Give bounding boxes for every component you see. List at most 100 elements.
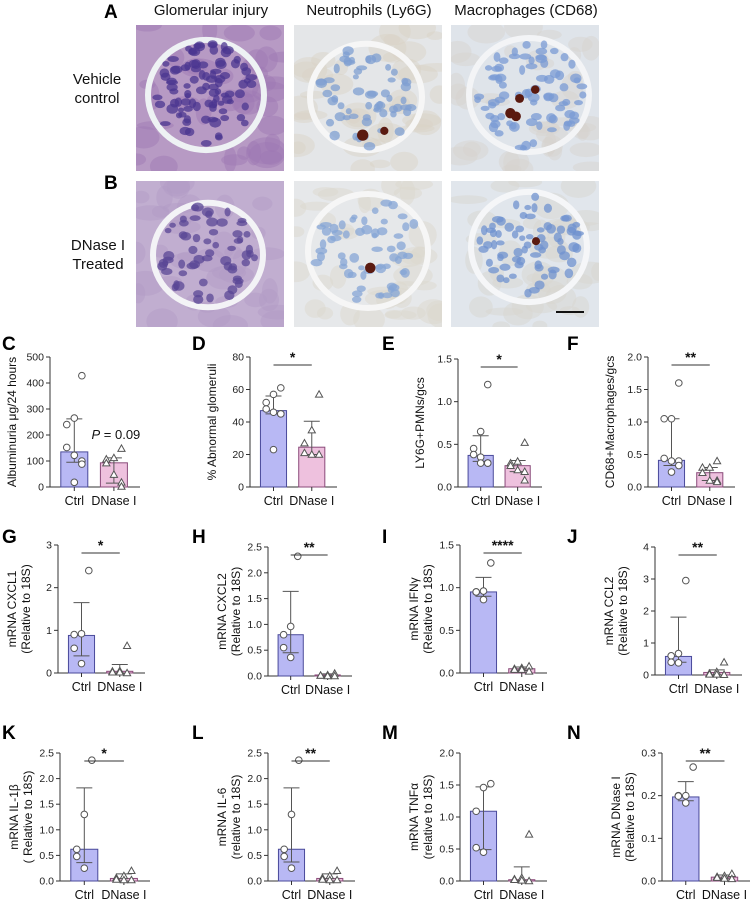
y-tick-label: 0.0 [247,671,262,683]
y-tick-label: 60 [232,384,244,396]
y-tick-label: 0.5 [247,645,262,657]
y-tick-label: 1.5 [439,540,454,552]
chart-k-il1b: K 0.0 0.5 1.0 1.5 2.0 2.5 mRNA IL-1β( Relative … [0,705,190,900]
panel-letter-e: E [382,334,395,355]
y-tick-label: 0.5 [437,439,452,451]
row-label-dnase-treated: DNase I Treated [62,236,134,274]
y-tick-label: 1.0 [247,619,262,631]
x-label-dnase: DNase I [305,683,350,697]
micrograph-vehicle-macrophages [451,25,599,171]
panel-letter-b: B [104,173,118,194]
y-tick-label: 0.0 [439,876,454,888]
x-label-dnase: DNase I [101,888,146,900]
column-title-macrophages: Macrophages (CD68) [454,2,598,19]
row-label-vehicle-control: Vehicle control [62,70,132,108]
x-label-ctrl: Ctrl [474,680,493,694]
y-tick-label: 0 [643,670,649,682]
y-tick-label: 1.0 [439,582,454,594]
significance-stars: **** [492,537,514,553]
y-tick-label: 0.5 [439,844,454,856]
y-axis-label-units: (Relative to 18S) [421,564,435,653]
chart-d-abnormal-glomeruli: D 0 20 40 60 80 % Abnormal glomeruli Ctrl DNase … [190,332,380,527]
panel-letter-j: J [567,527,578,548]
y-tick-label: 2.5 [39,748,54,760]
x-label-dnase: DNase I [694,682,739,696]
y-tick-label: 0.2 [641,790,656,802]
y-tick-label: 0.5 [39,850,54,862]
y-tick-label: 0 [38,482,44,494]
micrograph-image [136,181,284,327]
row-label-line1: Vehicle [72,71,122,88]
panel-letter-d: D [192,334,206,355]
chart-svg: L 0.0 0.5 1.0 1.5 2.0 2.5 mRNA IL-6 (relative to… [192,723,355,900]
y-tick-label: 0.0 [437,482,452,494]
chart-n-dnase: N 0.0 0.1 0.2 0.3 mRNA DNase I (Relative to 18… [565,705,753,900]
y-axis-label: mRNA CXCL2 [215,573,229,650]
x-label-dnase: DNase I [91,494,136,508]
x-label-dnase: DNase I [687,494,732,508]
x-label-ctrl: Ctrl [72,680,91,694]
y-axis-label-units: (Relative to 18S) [616,566,630,655]
y-axis-label-units: (Relative to 18S) [19,564,33,653]
row-label-line2: Treated [72,256,124,273]
y-tick-label: 1.5 [247,593,262,605]
y-tick-label: 2.0 [247,773,262,785]
y-tick-label: 2.0 [627,352,642,364]
panel-letter-g: G [2,527,17,548]
significance-stars: ** [304,539,315,555]
x-label-dnase: DNase I [499,680,544,694]
y-tick-label: 1.5 [437,354,452,366]
significance-stars: ** [692,539,703,555]
y-axis-label: mRNA TNFα [407,783,421,851]
y-tick-label: 1 [46,625,52,637]
significance-stars: ** [700,745,711,761]
y-tick-label: 0 [238,482,244,494]
x-label-dnase: DNase I [97,680,142,694]
chart-j-ccl2: J 0 1 2 3 4 mRNA CCL2 (Relative to 18S) Ctrl DNas… [565,525,753,710]
panel-letter-k: K [2,723,16,744]
chart-svg: C 0 100 200 300 400 500 Albuminuria μg/24 hours… [2,334,140,508]
y-axis-label: mRNA IFNγ [407,577,421,640]
panel-letter-h: H [192,527,206,548]
y-tick-label: 0.1 [641,833,656,845]
y-axis-label: mRNA DNase I [609,776,623,857]
micrograph-image [451,25,599,171]
x-label-ctrl: Ctrl [471,494,490,508]
x-label-ctrl: Ctrl [65,494,84,508]
y-tick-label: 2 [46,582,52,594]
micrograph-dnase-glomerular-injury [136,181,284,327]
x-label-ctrl: Ctrl [676,888,695,900]
scale-bar [556,311,584,313]
row-label-line1: DNase I [70,237,126,254]
y-tick-label: 20 [232,449,244,461]
y-tick-label: 1 [643,638,649,650]
y-tick-label: 0.5 [439,625,454,637]
y-tick-label: 1.5 [627,384,642,396]
chart-svg: J 0 1 2 3 4 mRNA CCL2 (Relative to 18S) Ctrl DNas… [567,527,742,696]
y-tick-label: 0.0 [39,876,54,888]
x-label-dnase: DNase I [495,494,540,508]
chart-svg: H 0.0 0.5 1.0 1.5 2.0 2.5 mRNA CXCL2 (Relative t… [192,527,352,697]
x-label-dnase: DNase I [702,888,747,900]
micrograph-vehicle-glomerular-injury [136,25,284,171]
y-axis-label: CD68+Macrophages/gcs [603,356,617,488]
micrograph-image [136,25,284,171]
x-label-ctrl: Ctrl [474,888,493,900]
y-tick-label: 0.5 [247,850,262,862]
significance-stars: ** [305,745,316,761]
chart-svg: K 0.0 0.5 1.0 1.5 2.0 2.5 mRNA IL-1β( Relative … [2,723,150,900]
y-tick-label: 1.0 [437,396,452,408]
y-tick-label: 2.5 [247,748,262,760]
micrograph-dnase-neutrophils [294,181,442,327]
y-axis-label: mRNA CXCL1 [5,570,19,647]
micrograph-image [294,181,442,327]
y-axis-label-units: (relative to 18S) [229,775,243,860]
chart-m-tnfa: M 0.0 0.5 1.0 1.5 2.0 mRNA TNFα (relative to 18… [380,705,570,900]
y-tick-label: 1.5 [247,799,262,811]
panel-letter-a: A [104,2,118,23]
significance-stars: * [290,349,296,365]
y-tick-label: 0 [46,668,52,680]
y-tick-label: 0.5 [627,449,642,461]
y-axis-label-units: (relative to 18S) [421,775,435,860]
bar-ctrl [672,796,700,882]
